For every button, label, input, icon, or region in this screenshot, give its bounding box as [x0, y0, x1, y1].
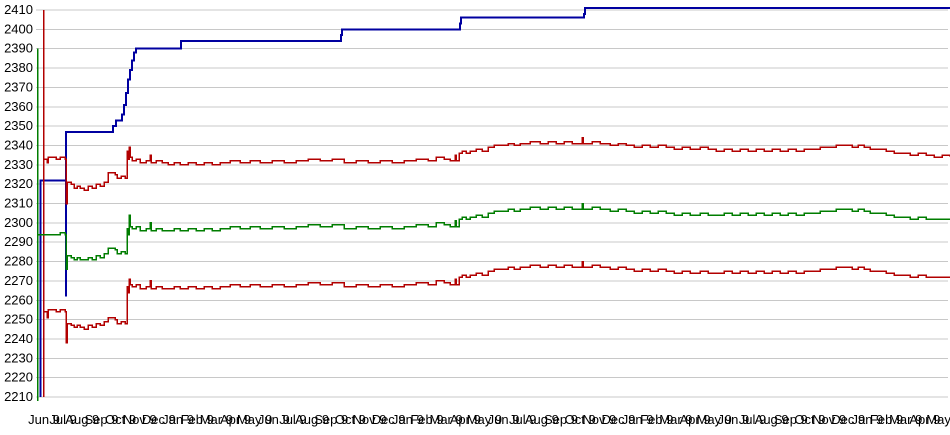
x-axis-tick-label: Nov 9 — [812, 412, 846, 427]
x-axis-tick-label: Jul 9 — [279, 412, 306, 427]
x-axis-tick-label: Feb 9 — [870, 412, 903, 427]
series-green-line — [36, 48, 950, 401]
x-axis-tick-label: Jun 9 — [488, 412, 520, 427]
x-axis-tick-label: Sep 9 — [84, 412, 118, 427]
y-axis-tick-label: 2410 — [4, 2, 33, 17]
x-axis-tick-label: Aug 9 — [65, 412, 99, 427]
x-axis-tick-label: Jan 9 — [162, 412, 194, 427]
y-axis-tick-label: 2260 — [4, 292, 33, 307]
y-axis-tick-label: 2270 — [4, 273, 33, 288]
x-axis-tick-label: Mar 9 — [659, 412, 692, 427]
x-axis-tick-label: May 9 — [697, 412, 732, 427]
series-upper-red-line — [42, 10, 950, 397]
y-axis-tick-label: 2240 — [4, 331, 33, 346]
x-axis-tick-label: May 9 — [237, 412, 272, 427]
y-axis-tick-label: 2290 — [4, 234, 33, 249]
y-axis-tick-label: 2320 — [4, 176, 33, 191]
y-axis-tick-label: 2360 — [4, 99, 33, 114]
y-axis-tick-label: 2350 — [4, 118, 33, 133]
x-axis-tick-label: Nov 9 — [123, 412, 157, 427]
x-axis-tick-label: Oct 9 — [794, 412, 825, 427]
y-axis-tick-label: 2370 — [4, 79, 33, 94]
y-axis-tick-label: 2390 — [4, 41, 33, 56]
x-axis-tick-label: Mar 9 — [889, 412, 922, 427]
x-axis-tick-label: Apr 9 — [220, 412, 251, 427]
y-axis-tick-label: 2300 — [4, 215, 33, 230]
series-step-line-blue — [39, 7, 950, 397]
x-axis-tick-label: Aug 9 — [295, 412, 329, 427]
x-axis-tick-label: Jul 9 — [49, 412, 76, 427]
x-axis-tick-label: Feb 9 — [410, 412, 443, 427]
x-axis-tick-label: Jun 9 — [28, 412, 60, 427]
x-axis-tick-label: Jul 9 — [509, 412, 536, 427]
x-axis-tick-label: Apr 9 — [909, 412, 940, 427]
y-axis-tick-label: 2330 — [4, 157, 33, 172]
gridlines — [36, 9, 948, 398]
x-axis-tick-label: Mar 9 — [430, 412, 463, 427]
y-axis-tick-label: 2250 — [4, 312, 33, 327]
series-lines — [36, 7, 950, 401]
x-axis-tick-label: Feb 9 — [640, 412, 673, 427]
x-axis-tick-label: Feb 9 — [181, 412, 214, 427]
x-axis-tick-label: Mar 9 — [200, 412, 233, 427]
x-axis-tick-label: Nov 9 — [582, 412, 616, 427]
y-axis-tick-label: 2340 — [4, 137, 33, 152]
y-axis-tick-label: 2380 — [4, 60, 33, 75]
x-axis-tick-label: Jun 9 — [717, 412, 749, 427]
x-axis-tick-label: Sep 9 — [774, 412, 808, 427]
y-axis-tick-label: 2400 — [4, 21, 33, 36]
x-axis-tick-label: Dec 9 — [372, 412, 406, 427]
x-axis-tick-label: Dec 9 — [601, 412, 635, 427]
x-axis-tick-label: May 9 — [467, 412, 502, 427]
x-axis-tick-label: Nov 9 — [353, 412, 387, 427]
x-axis-tick-label: Apr 9 — [450, 412, 481, 427]
x-axis-tick-label: Jul 9 — [739, 412, 766, 427]
series-lower-red-line — [44, 260, 950, 344]
x-axis-tick-label: Jan 9 — [851, 412, 883, 427]
x-axis-tick-label: Aug 9 — [755, 412, 789, 427]
y-axis-tick-label: 2210 — [4, 389, 33, 404]
x-axis-tick-label: Sep 9 — [314, 412, 348, 427]
x-axis-tick-label: Dec 9 — [142, 412, 176, 427]
x-axis-tick-label: May 9 — [926, 412, 950, 427]
y-axis-tick-label: 2230 — [4, 350, 33, 365]
x-axis-tick-label: Jan 9 — [392, 412, 424, 427]
x-axis-tick-label: Oct 9 — [105, 412, 136, 427]
x-axis-tick-label: Aug 9 — [525, 412, 559, 427]
x-axis-tick-label: Apr 9 — [680, 412, 711, 427]
x-axis-tick-label: Oct 9 — [565, 412, 596, 427]
x-axis-tick-label: Oct 9 — [335, 412, 366, 427]
y-axis-labels: 2410 2400 2390 2380 2370 2360 2350 2340 2330 2320… — [4, 2, 33, 404]
x-axis-tick-label: Sep 9 — [544, 412, 578, 427]
x-axis-tick-label: Jan 9 — [622, 412, 654, 427]
x-axis-tick-label: Dec 9 — [831, 412, 865, 427]
y-axis-tick-label: 2280 — [4, 254, 33, 269]
y-axis-tick-label: 2220 — [4, 370, 33, 385]
y-axis-tick-label: 2310 — [4, 196, 33, 211]
x-axis-tick-label: Jun 9 — [258, 412, 290, 427]
